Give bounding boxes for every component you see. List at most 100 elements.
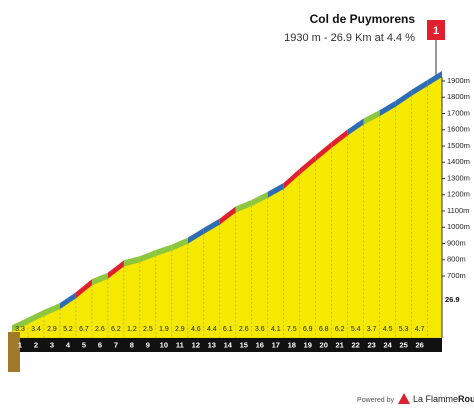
y-tick-label: 1300m — [447, 173, 470, 182]
gradient-band — [203, 218, 220, 234]
gradient-band — [139, 249, 156, 263]
km-label: 5 — [82, 340, 86, 349]
km-label: 2 — [34, 340, 38, 349]
footer-brand: La FlammeRouge — [413, 394, 474, 404]
gradient-band — [107, 260, 124, 279]
gradient-label: 1.9 — [159, 326, 169, 333]
km-label: 11 — [176, 340, 184, 349]
flag — [427, 20, 445, 40]
gradient-label: 6.9 — [303, 326, 313, 333]
end-label: 26.9 — [445, 295, 460, 304]
km-label: 24 — [383, 340, 392, 349]
gradient-band — [363, 110, 380, 125]
gradient-band — [12, 317, 28, 332]
km-label: 7 — [114, 340, 118, 349]
y-tick-label: 1200m — [447, 190, 470, 199]
gradient-band — [43, 302, 60, 316]
km-label: 25 — [399, 340, 407, 349]
km-label: 6 — [98, 340, 102, 349]
gradient-band — [395, 89, 412, 107]
gradient-label: 4.5 — [383, 326, 393, 333]
gradient-band — [331, 129, 348, 148]
brand-bold: Rouge — [458, 394, 474, 404]
gradient-label: 2.5 — [143, 326, 153, 333]
footer-logo — [398, 393, 410, 404]
gradient-label: 6.8 — [319, 326, 329, 333]
gradient-label: 3.6 — [255, 326, 265, 333]
gradient-label: 7.5 — [287, 326, 297, 333]
gradient-label: 2.9 — [175, 326, 185, 333]
y-tick-label: 1000m — [447, 222, 470, 231]
gradient-band — [123, 256, 140, 267]
gradient-band-end — [427, 71, 442, 86]
y-tick-label: 700m — [447, 271, 466, 280]
km-label: 22 — [352, 340, 360, 349]
gradient-label: 4.7 — [415, 326, 425, 333]
gradient-band — [299, 155, 316, 175]
gradient-label: 5.4 — [351, 326, 361, 333]
y-tick-label: 1900m — [447, 76, 470, 85]
km-label: 17 — [272, 340, 280, 349]
y-tick-label: 900m — [447, 238, 466, 247]
gradient-label: 4.6 — [191, 326, 201, 333]
footer-powered: Powered by — [357, 397, 394, 404]
gradient-band — [91, 272, 108, 286]
gradient-band — [379, 100, 396, 117]
gradient-label: 6.1 — [223, 326, 233, 333]
gradient-label: 4.4 — [207, 326, 217, 333]
gradient-band — [155, 244, 172, 256]
gradient-label: 2.6 — [239, 326, 249, 333]
km-label: 9 — [146, 340, 150, 349]
chart-subtitle: 1930 m - 26.9 Km at 4.4 % — [284, 32, 415, 44]
gradient-label: 6.7 — [79, 326, 89, 333]
km-label: 13 — [208, 340, 216, 349]
gradient-band — [171, 237, 188, 251]
km-label: 1 — [18, 340, 22, 349]
gradient-band — [27, 309, 44, 324]
gradient-label: 1.2 — [127, 326, 137, 333]
km-label: 14 — [224, 340, 233, 349]
y-tick-label: 1800m — [447, 92, 470, 101]
km-label: 18 — [288, 340, 296, 349]
gradient-band — [267, 182, 284, 198]
gradient-band — [235, 199, 252, 213]
gradient-label: 6.2 — [335, 326, 345, 333]
km-label: 8 — [130, 340, 134, 349]
brand: La Flamme — [413, 394, 458, 404]
km-label: 21 — [336, 340, 344, 349]
gradient-label: 2.6 — [95, 326, 105, 333]
km-strip — [12, 338, 442, 352]
y-tick-label: 800m — [447, 255, 466, 264]
gradient-label: 5.3 — [399, 326, 409, 333]
y-tick-label: 1700m — [447, 108, 470, 117]
gradient-band — [283, 168, 300, 189]
gradient-band — [251, 191, 268, 206]
gradient-band — [59, 292, 76, 309]
gradient-band — [347, 118, 364, 136]
gradient-label: 2.9 — [47, 326, 57, 333]
gradient-label: 5.2 — [63, 326, 73, 333]
y-tick-label: 1600m — [447, 125, 470, 134]
km-label: 12 — [192, 340, 200, 349]
gradient-label: 4.1 — [271, 326, 281, 333]
km-label: 15 — [240, 340, 248, 349]
gradient-label: 3.3 — [15, 326, 25, 333]
gradient-label: 3.4 — [31, 326, 41, 333]
gradient-band — [219, 206, 236, 225]
gradient-label: 3.7 — [367, 326, 377, 333]
km-label: 26 — [415, 340, 423, 349]
gradient-band — [315, 141, 332, 162]
km-label: 20 — [320, 340, 328, 349]
base-block — [8, 332, 20, 372]
gradient-band — [411, 79, 428, 96]
km-label: 16 — [256, 340, 264, 349]
gradient-band — [75, 279, 92, 299]
gradient-band — [187, 227, 204, 244]
km-label: 3 — [50, 340, 54, 349]
y-tick-label: 1100m — [447, 206, 469, 215]
chart-title: Col de Puymorens — [310, 12, 416, 26]
flag-label: 1 — [433, 25, 439, 37]
km-label: 19 — [304, 340, 312, 349]
km-label: 23 — [367, 340, 375, 349]
